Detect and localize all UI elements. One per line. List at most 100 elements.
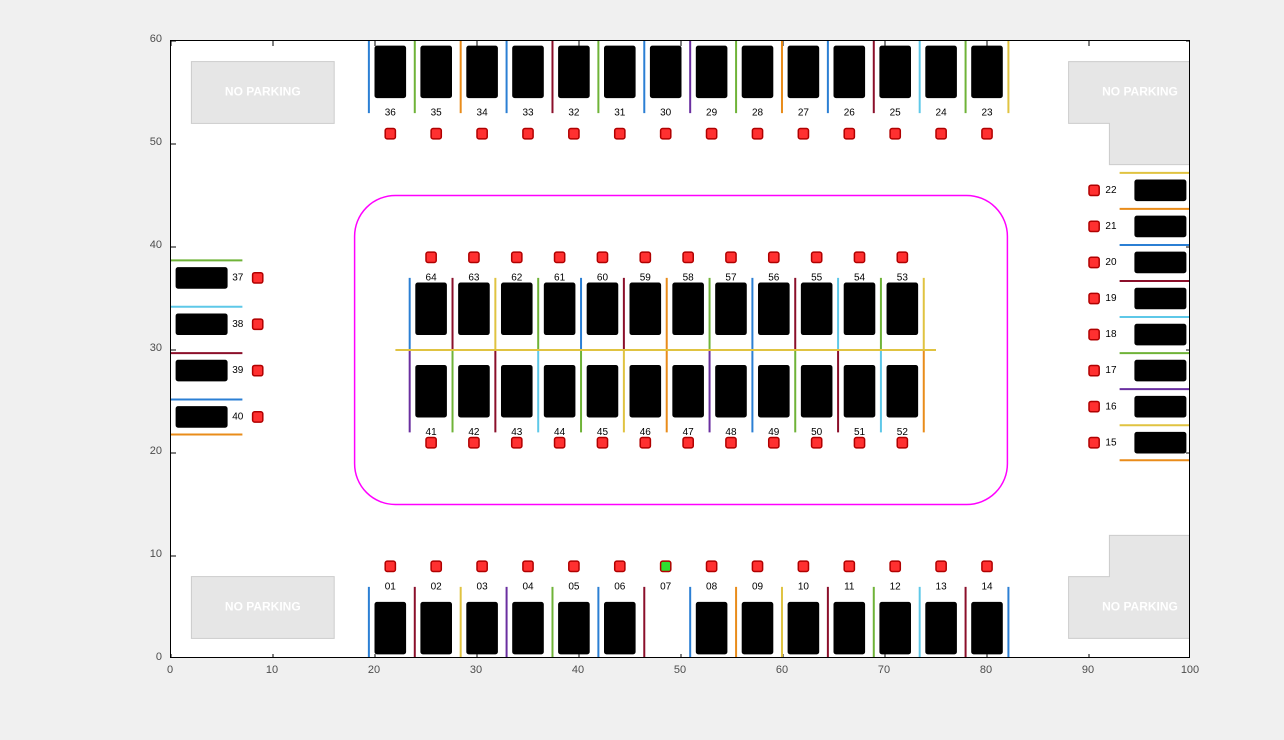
car (880, 602, 911, 654)
car (1135, 432, 1186, 453)
status-marker (798, 129, 808, 139)
status-marker (1089, 438, 1099, 448)
car (759, 365, 790, 417)
ytick-label: 20 (138, 445, 162, 457)
figure: NO PARKING NO PARKING NO PARKING NO PARKING… (90, 20, 1194, 680)
no-parking-label: NO PARKING (1102, 600, 1178, 614)
car (788, 602, 819, 654)
car (926, 46, 957, 98)
status-marker (1089, 257, 1099, 267)
car (416, 283, 447, 335)
slot-label: 09 (752, 582, 764, 593)
ytick-label: 10 (138, 548, 162, 560)
status-marker (769, 252, 779, 262)
slot-label: 41 (426, 427, 438, 438)
status-marker (683, 438, 693, 448)
car (513, 602, 544, 654)
car (759, 283, 790, 335)
slot-label: 52 (897, 427, 909, 438)
status-marker (426, 438, 436, 448)
car (375, 46, 406, 98)
status-marker (597, 252, 607, 262)
status-marker (707, 129, 717, 139)
car (421, 602, 452, 654)
car (501, 365, 532, 417)
status-marker (512, 252, 522, 262)
status-marker (936, 129, 946, 139)
xtick-label: 10 (262, 664, 282, 676)
slot-label: 23 (981, 108, 993, 119)
car (1135, 360, 1186, 381)
slot-label: 08 (706, 582, 718, 593)
ytick-label: 40 (138, 239, 162, 251)
car (834, 46, 865, 98)
xtick-label: 50 (670, 664, 690, 676)
slot-label: 60 (597, 273, 609, 284)
car (926, 602, 957, 654)
slot-label: 15 (1105, 437, 1117, 448)
status-marker (897, 252, 907, 262)
xtick-label: 90 (1078, 664, 1098, 676)
car (587, 283, 618, 335)
car (459, 365, 490, 417)
car (716, 365, 747, 417)
car (887, 365, 918, 417)
status-marker (1089, 221, 1099, 231)
slot-label: 54 (854, 273, 866, 284)
slot-label: 28 (752, 108, 764, 119)
no-parking-label: NO PARKING (225, 600, 301, 614)
car (742, 602, 773, 654)
status-marker (523, 561, 533, 571)
slot-label: 05 (568, 582, 580, 593)
slot-label: 04 (522, 582, 534, 593)
car (650, 46, 681, 98)
status-marker (640, 252, 650, 262)
slot-label: 16 (1105, 401, 1117, 412)
car (801, 365, 832, 417)
status-marker (798, 561, 808, 571)
status-marker (469, 252, 479, 262)
ytick-label: 50 (138, 136, 162, 148)
slot-label: 36 (385, 108, 397, 119)
slot-label: 49 (768, 427, 780, 438)
xtick-label: 40 (568, 664, 588, 676)
car (544, 365, 575, 417)
slot-label: 14 (981, 582, 993, 593)
car (972, 602, 1003, 654)
car (844, 283, 875, 335)
slot-label: 22 (1105, 185, 1117, 196)
slot-label: 39 (232, 365, 244, 376)
status-marker (523, 129, 533, 139)
status-marker (569, 561, 579, 571)
car (176, 268, 227, 289)
car (559, 602, 590, 654)
no-parking-label: NO PARKING (1102, 85, 1178, 99)
car (176, 407, 227, 428)
car (421, 46, 452, 98)
status-marker (597, 438, 607, 448)
no-parking-label: NO PARKING (225, 85, 301, 99)
slot-label: 30 (660, 108, 672, 119)
status-marker (769, 438, 779, 448)
status-marker (569, 129, 579, 139)
status-marker (253, 365, 263, 375)
car (696, 46, 727, 98)
car (605, 46, 636, 98)
xtick-label: 100 (1180, 664, 1200, 676)
car (605, 602, 636, 654)
xtick-label: 60 (772, 664, 792, 676)
slot-label: 46 (640, 427, 652, 438)
slot-label: 43 (511, 427, 523, 438)
slot-label: 34 (477, 108, 489, 119)
car (176, 360, 227, 381)
status-marker (385, 129, 395, 139)
status-marker (982, 129, 992, 139)
status-marker (812, 438, 822, 448)
slot-label: 57 (725, 273, 737, 284)
slot-label: 03 (477, 582, 489, 593)
status-marker (707, 561, 717, 571)
slot-label: 64 (426, 273, 438, 284)
slot-label: 31 (614, 108, 626, 119)
ytick-label: 0 (138, 651, 162, 663)
status-marker (890, 561, 900, 571)
